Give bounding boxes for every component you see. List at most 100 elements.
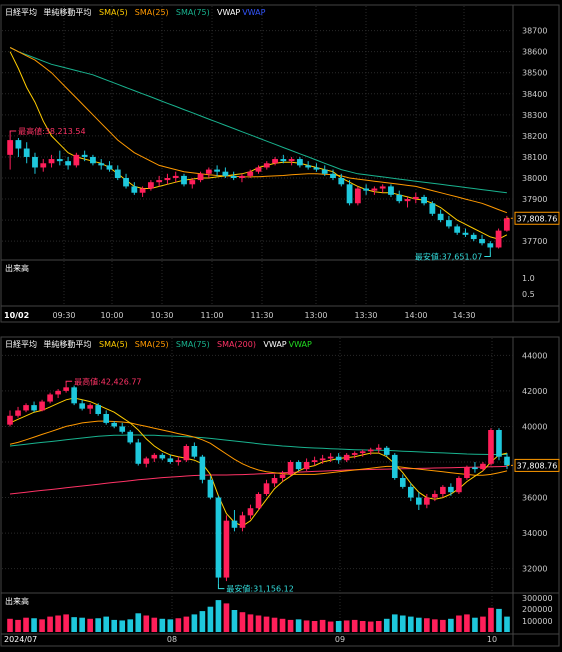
x-tick-label: 08 xyxy=(167,635,177,644)
volume-bar xyxy=(55,615,61,632)
candle xyxy=(454,226,461,233)
volume-bar xyxy=(448,618,454,632)
candle xyxy=(399,478,406,487)
candle xyxy=(363,188,370,191)
candle xyxy=(379,186,386,189)
legend-entry[interactable]: SMA(75) xyxy=(176,8,210,17)
legend-entry[interactable]: SMA(75) xyxy=(176,340,210,349)
y-tick-label: 38500 xyxy=(522,69,547,78)
volume-bar xyxy=(95,618,101,632)
candle xyxy=(346,184,353,204)
y-tick-label: 36000 xyxy=(522,494,547,503)
candle xyxy=(15,410,21,416)
candle xyxy=(354,188,361,204)
candle xyxy=(351,453,358,455)
candle xyxy=(424,497,430,505)
last-value-label: 37,808.76 xyxy=(517,214,558,223)
legend-entry[interactable]: VWAP xyxy=(217,8,240,17)
volume-bar xyxy=(167,619,174,632)
volume-label: 出来高 xyxy=(5,596,29,606)
volume-bar xyxy=(351,619,358,632)
legend-entry[interactable]: 単純移動平均 xyxy=(43,7,91,17)
volume-bar xyxy=(191,614,198,632)
candle xyxy=(175,460,182,462)
x-tick-label: 11:00 xyxy=(200,311,223,320)
volume-bar xyxy=(504,616,510,632)
candle xyxy=(197,173,204,181)
volume-bar xyxy=(135,613,142,632)
candle xyxy=(404,199,411,202)
candle xyxy=(338,178,345,185)
legend-entry[interactable]: VWAP xyxy=(242,8,265,17)
candle xyxy=(446,220,452,227)
candle xyxy=(496,430,502,457)
candle xyxy=(143,458,150,464)
candle xyxy=(279,474,286,478)
legend-entry[interactable]: VWAP xyxy=(289,340,312,349)
volume-bar xyxy=(464,614,470,632)
legend-entry[interactable]: SMA(25) xyxy=(135,340,169,349)
volume-bar xyxy=(424,618,430,632)
candle xyxy=(470,234,477,240)
candle xyxy=(119,426,126,432)
volume-bar xyxy=(119,620,126,632)
candle xyxy=(164,178,171,181)
legend-entry[interactable]: 日経平均 xyxy=(5,339,37,349)
volume-bar xyxy=(175,618,182,632)
volume-bar xyxy=(15,619,21,632)
high-annotation: 最高値:38,213.54 xyxy=(18,126,85,136)
legend-entry[interactable]: SMA(25) xyxy=(135,8,169,17)
panel-frame xyxy=(0,4,560,323)
candle xyxy=(330,173,336,178)
candle xyxy=(172,175,179,178)
volume-bar xyxy=(239,612,246,632)
candle xyxy=(462,232,469,235)
volume-bar xyxy=(383,618,390,632)
candle xyxy=(81,154,88,157)
x-tick-label: 10 xyxy=(487,635,497,644)
candle xyxy=(437,213,444,221)
candle xyxy=(223,520,230,578)
volume-bar xyxy=(375,621,382,632)
candle xyxy=(311,460,318,462)
candle xyxy=(48,159,55,164)
x-tick-label: 10:00 xyxy=(100,311,123,320)
low-marker xyxy=(217,583,225,590)
candle xyxy=(504,456,510,466)
volume-bar xyxy=(279,618,286,632)
candle xyxy=(416,497,422,505)
volume-bar xyxy=(71,617,77,632)
candle xyxy=(95,405,101,414)
legend-entry[interactable]: SMA(5) xyxy=(99,8,128,17)
volume-bar xyxy=(7,618,13,632)
legend-entry[interactable]: 単純移動平均 xyxy=(43,339,91,349)
legend-entry[interactable]: SMA(5) xyxy=(99,340,128,349)
volume-bar xyxy=(311,621,318,632)
volume-bar xyxy=(255,615,262,632)
candle xyxy=(73,154,80,166)
candle xyxy=(103,414,110,423)
volume-bar xyxy=(263,616,270,632)
candle xyxy=(432,494,438,498)
candle xyxy=(255,494,262,509)
y-tick-label: 32000 xyxy=(522,565,547,574)
x-tick-label: 14:30 xyxy=(452,311,475,320)
legend-entry[interactable]: SMA(200) xyxy=(217,340,256,349)
candle xyxy=(167,458,174,462)
volume-bar xyxy=(480,616,486,632)
candle xyxy=(280,159,287,162)
legend-entry[interactable]: 日経平均 xyxy=(5,7,37,17)
candle xyxy=(23,148,30,157)
volume-bar xyxy=(111,619,118,632)
x-tick-label: 13:00 xyxy=(304,311,327,320)
volume-bar xyxy=(359,621,366,632)
panel-frame xyxy=(0,336,560,647)
candle xyxy=(321,169,328,174)
legend-entry[interactable]: VWAP xyxy=(263,340,286,349)
intraday-chart: 38700 38600 38500 38400 38300 38200 38100 38000… xyxy=(0,4,560,323)
candle xyxy=(79,403,85,409)
sma75-line xyxy=(9,434,507,455)
candle xyxy=(55,390,61,395)
